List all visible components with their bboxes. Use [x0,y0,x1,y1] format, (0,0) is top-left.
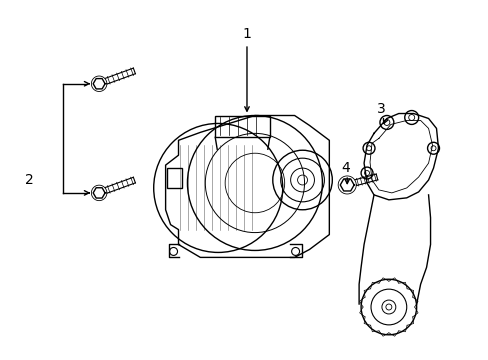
Text: 3: 3 [376,102,385,116]
Text: 1: 1 [242,27,251,41]
Bar [215,116,269,137]
Text: 4: 4 [340,161,349,175]
Bar [166,168,182,188]
Text: 2: 2 [25,173,34,187]
